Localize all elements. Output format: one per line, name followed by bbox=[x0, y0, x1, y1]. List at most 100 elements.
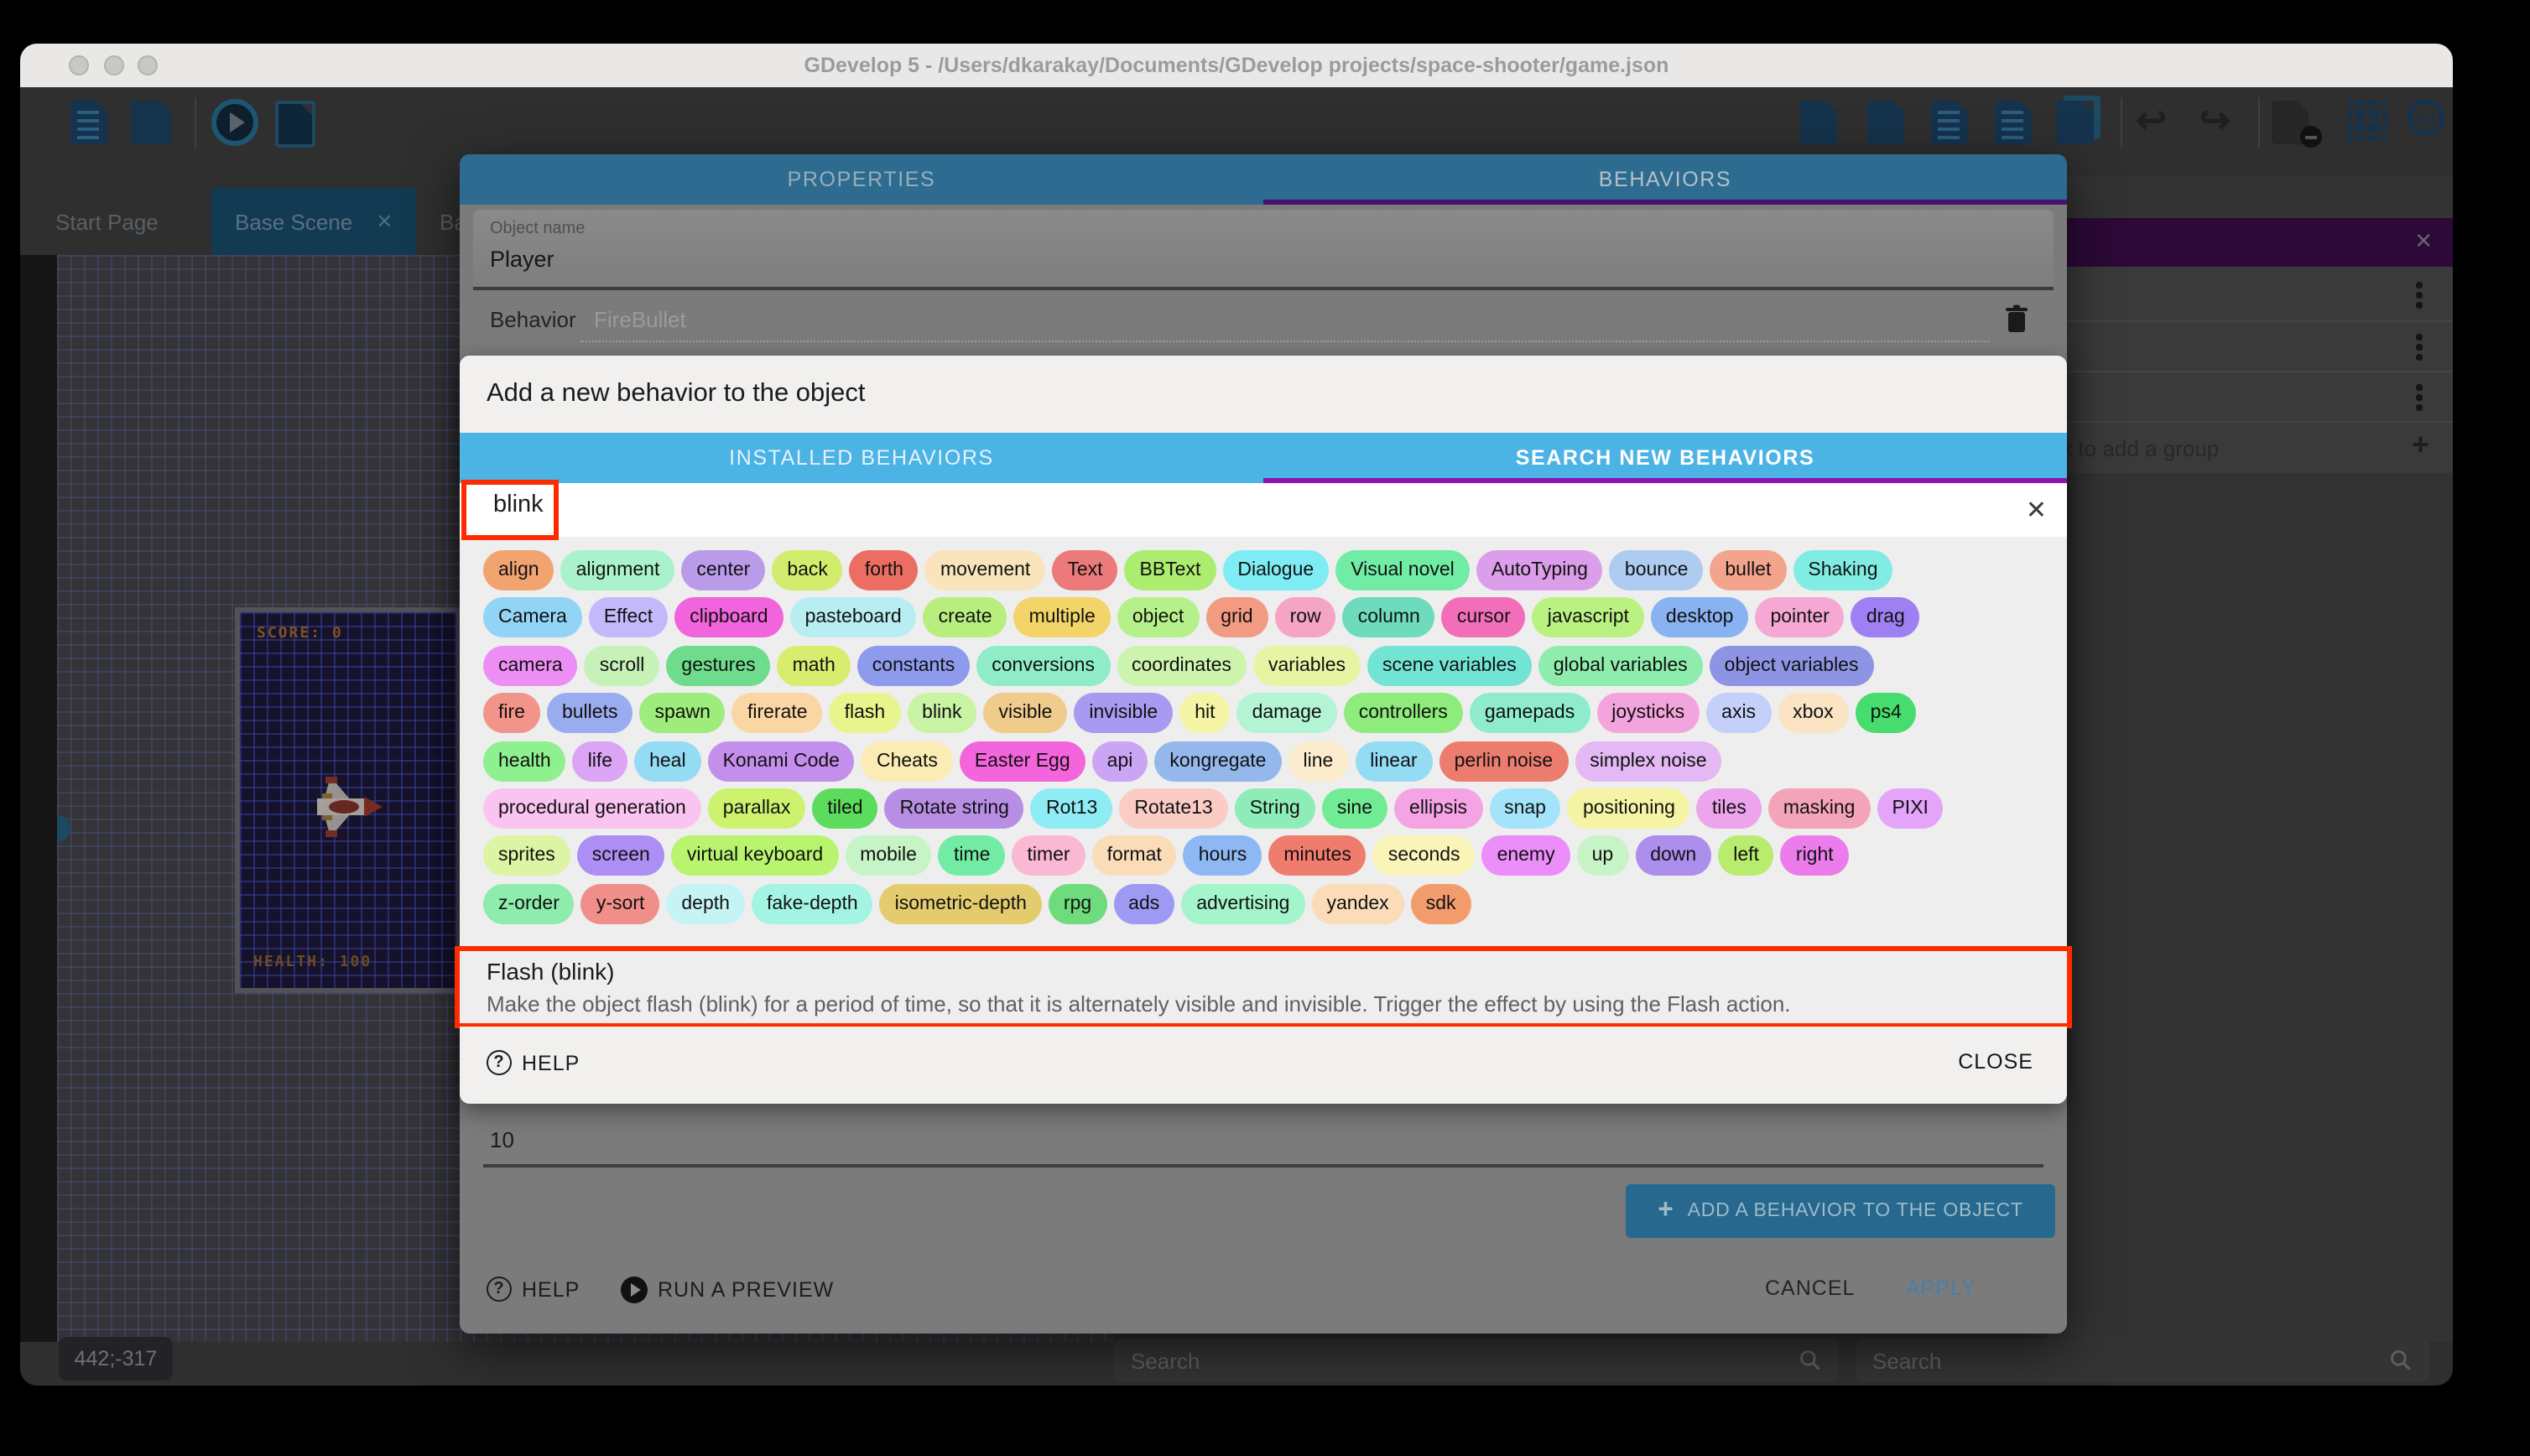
tag-chip-align[interactable]: align bbox=[483, 550, 554, 590]
tag-chip-visual-novel[interactable]: Visual novel bbox=[1335, 550, 1470, 590]
tag-chip-math[interactable]: math bbox=[777, 645, 851, 686]
tag-chip-gamepads[interactable]: gamepads bbox=[1469, 693, 1590, 734]
tag-chip-clipboard[interactable]: clipboard bbox=[674, 597, 783, 638]
tag-chip-scroll[interactable]: scroll bbox=[584, 645, 660, 686]
tag-chip-masking[interactable]: masking bbox=[1767, 788, 1871, 829]
tag-chip-spawn[interactable]: spawn bbox=[639, 693, 726, 734]
tag-chip-effect[interactable]: Effect bbox=[588, 597, 669, 638]
tag-chip-blink[interactable]: blink bbox=[907, 693, 977, 734]
tag-chip-fire[interactable]: fire bbox=[483, 693, 540, 734]
tag-chip-flash[interactable]: flash bbox=[829, 693, 901, 734]
panel-drag-handle[interactable] bbox=[57, 815, 70, 842]
object-groups-icon[interactable] bbox=[1867, 101, 1911, 144]
tag-chip-bbtext[interactable]: BBText bbox=[1124, 550, 1216, 590]
tag-chip-bullet[interactable]: bullet bbox=[1710, 550, 1787, 590]
tag-chip-left[interactable]: left bbox=[1718, 835, 1774, 876]
tag-chip-variables[interactable]: variables bbox=[1252, 645, 1361, 686]
modal-close-button[interactable]: CLOSE bbox=[1958, 1050, 2033, 1074]
close-panel-icon[interactable]: ✕ bbox=[2414, 228, 2433, 253]
tag-chip-simplex-noise[interactable]: simplex noise bbox=[1575, 741, 1722, 782]
events-search-input[interactable] bbox=[1114, 1348, 1799, 1373]
tag-chip-ellipsis[interactable]: ellipsis bbox=[1394, 788, 1483, 829]
tag-chip-firerate[interactable]: firerate bbox=[731, 693, 823, 734]
layers-panel-icon[interactable] bbox=[2057, 101, 2101, 144]
tag-chip-hours[interactable]: hours bbox=[1183, 835, 1262, 876]
project-manager-icon[interactable] bbox=[70, 101, 114, 144]
tag-chip-hit[interactable]: hit bbox=[1179, 693, 1231, 734]
player-ship-sprite[interactable] bbox=[310, 773, 388, 849]
mask-icon[interactable] bbox=[2272, 101, 2322, 148]
tag-chip-y-sort[interactable]: y-sort bbox=[580, 883, 660, 924]
tab-behaviors[interactable]: BEHAVIORS bbox=[1598, 168, 1732, 191]
tag-chip-center[interactable]: center bbox=[681, 550, 766, 590]
tag-chip-heal[interactable]: heal bbox=[634, 741, 701, 782]
tag-chip-object-variables[interactable]: object variables bbox=[1709, 645, 1874, 686]
tag-chip-xbox[interactable]: xbox bbox=[1778, 693, 1849, 734]
zoom-1-1-icon[interactable]: 1:1 bbox=[2408, 99, 2451, 143]
tag-chip-depth[interactable]: depth bbox=[666, 883, 745, 924]
minimize-window-icon[interactable] bbox=[104, 55, 124, 75]
tag-chip-parallax[interactable]: parallax bbox=[707, 788, 806, 829]
properties-edit-icon[interactable] bbox=[1931, 101, 1975, 144]
instances-list-icon[interactable] bbox=[1995, 101, 2038, 144]
tag-chip-seconds[interactable]: seconds bbox=[1372, 835, 1476, 876]
run-preview-button[interactable]: RUN A PREVIEW bbox=[621, 1277, 834, 1303]
apply-button[interactable]: APPLY bbox=[1906, 1277, 1976, 1300]
tag-chip-multiple[interactable]: multiple bbox=[1013, 597, 1111, 638]
maximize-window-icon[interactable] bbox=[138, 55, 158, 75]
tab-installed-behaviors[interactable]: INSTALLED BEHAVIORS bbox=[729, 446, 994, 470]
tag-chip-rotate-string[interactable]: Rotate string bbox=[884, 788, 1024, 829]
tag-chip-cheats[interactable]: Cheats bbox=[861, 741, 953, 782]
tag-chip-perlin-noise[interactable]: perlin noise bbox=[1439, 741, 1569, 782]
tag-chip-bounce[interactable]: bounce bbox=[1609, 550, 1704, 590]
tag-chip-tiles[interactable]: tiles bbox=[1696, 788, 1762, 829]
tag-chip-ps4[interactable]: ps4 bbox=[1855, 693, 1917, 734]
tag-chip-sdk[interactable]: sdk bbox=[1410, 883, 1471, 924]
tag-chip-screen[interactable]: screen bbox=[576, 835, 665, 876]
tag-chip-dialogue[interactable]: Dialogue bbox=[1222, 550, 1330, 590]
tag-chip-minutes[interactable]: minutes bbox=[1268, 835, 1367, 876]
play-preview-icon[interactable] bbox=[211, 99, 258, 146]
objects-panel-icon[interactable] bbox=[1800, 101, 1844, 144]
tag-chip-sine[interactable]: sine bbox=[1321, 788, 1388, 829]
redo-icon[interactable]: ↪ bbox=[2199, 99, 2231, 141]
objects-search-field[interactable] bbox=[1856, 1339, 2429, 1382]
tag-chip-cursor[interactable]: cursor bbox=[1441, 597, 1526, 638]
add-behavior-button[interactable]: + ADD A BEHAVIOR TO THE OBJECT bbox=[1626, 1184, 2055, 1238]
events-search-field[interactable] bbox=[1114, 1339, 1839, 1382]
kebab-menu-icon[interactable] bbox=[2416, 334, 2423, 364]
tag-chip-isometric-depth[interactable]: isometric-depth bbox=[879, 883, 1042, 924]
tag-chip-camera[interactable]: Camera bbox=[483, 597, 582, 638]
debug-icon[interactable] bbox=[275, 101, 319, 148]
object-list-item[interactable] bbox=[2047, 267, 2453, 322]
tag-chip-row[interactable]: row bbox=[1274, 597, 1336, 638]
clear-search-icon[interactable]: ✕ bbox=[2025, 497, 2047, 525]
tag-chip-grid[interactable]: grid bbox=[1205, 597, 1268, 638]
tag-chip-alignment[interactable]: alignment bbox=[560, 550, 675, 590]
tag-chip-movement[interactable]: movement bbox=[924, 550, 1046, 590]
add-group-plus-icon[interactable]: + bbox=[2411, 428, 2429, 461]
tag-chip-invisible[interactable]: invisible bbox=[1074, 693, 1174, 734]
tag-chip-pointer[interactable]: pointer bbox=[1755, 597, 1845, 638]
tag-chip-gestures[interactable]: gestures bbox=[666, 645, 771, 686]
tag-chip-virtual-keyboard[interactable]: virtual keyboard bbox=[671, 835, 839, 876]
tag-chip-javascript[interactable]: javascript bbox=[1532, 597, 1644, 638]
delete-behavior-icon[interactable] bbox=[2003, 304, 2030, 334]
tag-chip-bullets[interactable]: bullets bbox=[546, 693, 633, 734]
tag-chip-line[interactable]: line bbox=[1288, 741, 1349, 782]
help-button[interactable]: ? HELP bbox=[487, 1277, 580, 1302]
tag-chip-easter-egg[interactable]: Easter Egg bbox=[959, 741, 1085, 782]
tab-search-new-behaviors[interactable]: SEARCH NEW BEHAVIORS bbox=[1515, 446, 1815, 470]
tag-chip-pixi[interactable]: PIXI bbox=[1877, 788, 1944, 829]
tag-chip-health[interactable]: health bbox=[483, 741, 566, 782]
tag-chip-right[interactable]: right bbox=[1780, 835, 1849, 876]
tag-chip-linear[interactable]: linear bbox=[1355, 741, 1433, 782]
tag-chip-enemy[interactable]: enemy bbox=[1481, 835, 1570, 876]
tag-chip-life[interactable]: life bbox=[572, 741, 628, 782]
objects-search-input[interactable] bbox=[1856, 1348, 2389, 1373]
tag-chip-constants[interactable]: constants bbox=[856, 645, 971, 686]
tag-chip-back[interactable]: back bbox=[772, 550, 843, 590]
tag-chip-tiled[interactable]: tiled bbox=[812, 788, 878, 829]
tag-chip-desktop[interactable]: desktop bbox=[1650, 597, 1749, 638]
cancel-button[interactable]: CANCEL bbox=[1765, 1277, 1856, 1300]
